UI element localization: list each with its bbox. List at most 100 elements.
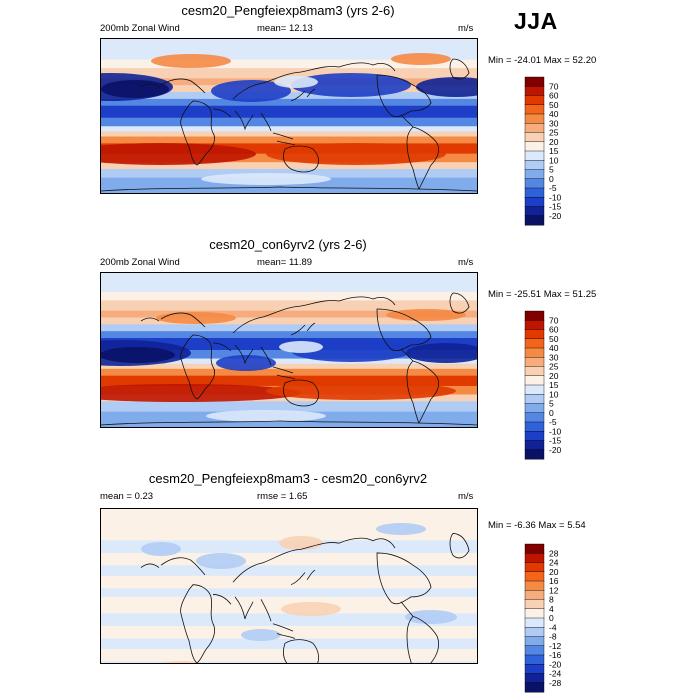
- wind-feature: [391, 53, 451, 65]
- wind-feature: [151, 54, 231, 68]
- wind-band: [101, 565, 477, 577]
- coastline: [213, 594, 253, 618]
- coastline: [233, 538, 395, 582]
- colorbar-swatch: [524, 664, 545, 675]
- panel2-units: m/s: [458, 257, 474, 268]
- wind-band: [101, 401, 477, 413]
- colorbar-swatch: [524, 617, 545, 628]
- wind-band: [101, 310, 477, 318]
- colorbar-label: 15: [549, 146, 559, 156]
- panel2-map-svg: [101, 273, 477, 427]
- coastline: [291, 570, 315, 585]
- colorbar-label: 0: [549, 408, 554, 418]
- colorbar-label: 40: [549, 109, 559, 119]
- panel1-mean-label: mean= 12.13: [257, 23, 313, 34]
- colorbar-label: 16: [549, 576, 559, 586]
- colorbar-swatch: [524, 599, 545, 610]
- colorbar-label: 24: [549, 558, 559, 568]
- colorbar-label: 60: [549, 91, 559, 101]
- wind-feature: [206, 410, 326, 422]
- coastline: [401, 349, 413, 361]
- coastline: [291, 89, 315, 101]
- colorbar-swatch: [524, 206, 545, 217]
- wind-band: [101, 358, 477, 365]
- wind-feature: [279, 536, 323, 550]
- panel3-map: [100, 508, 478, 664]
- colorbar-label: -20: [549, 659, 562, 669]
- wind-feature: [416, 77, 477, 97]
- panel3-colorbar: 28 24 20 16 12 8 4 0 -4 -8 -12 -16 -20 -24 -28: [524, 543, 562, 693]
- panel2-colorbar: 70 60 50 40 30 25 20 15 10 5 0 -5 -10 -15 -20: [524, 310, 562, 460]
- colorbar-swatch: [524, 394, 545, 405]
- colorbar-label: 10: [549, 155, 559, 165]
- colorbar-swatch: [524, 384, 545, 395]
- coastline: [407, 616, 439, 664]
- colorbar-label: -4: [549, 622, 557, 632]
- colorbar-label: -16: [549, 650, 562, 660]
- panel3-mean-label: mean = 0.23: [100, 491, 154, 502]
- coastline: [233, 297, 395, 333]
- colorbar-swatch: [524, 403, 545, 414]
- wind-band: [101, 162, 477, 170]
- colorbar-swatch: [524, 357, 545, 368]
- colorbar-label: -10: [549, 192, 562, 202]
- colorbar-swatch: [524, 320, 545, 331]
- colorbar-swatch: [524, 449, 545, 460]
- colorbar-swatch: [524, 673, 545, 684]
- panel1-title: cesm20_Pengfeiexp8mam3 (yrs 2-6): [181, 3, 395, 18]
- coastline: [101, 187, 477, 191]
- wind-band: [101, 648, 477, 662]
- colorbar-label: 15: [549, 380, 559, 390]
- colorbar-label: -12: [549, 641, 562, 651]
- wind-band: [101, 613, 477, 627]
- wind-feature: [386, 309, 466, 321]
- coastline: [283, 380, 318, 406]
- colorbar-swatch: [524, 95, 545, 106]
- colorbar-label: -28: [549, 678, 562, 688]
- coastline: [101, 421, 477, 425]
- wind-band: [101, 661, 477, 663]
- panel1-variable-label: 200mb Zonal Wind: [100, 23, 180, 34]
- colorbar-label: 20: [549, 371, 559, 381]
- colorbar-swatch: [524, 160, 545, 171]
- wind-band: [101, 638, 477, 650]
- panel1-map-svg: [101, 39, 477, 193]
- colorbar-label: 60: [549, 325, 559, 335]
- coastline: [261, 599, 295, 638]
- wind-feature: [405, 610, 457, 624]
- coastline: [401, 115, 413, 127]
- wind-feature: [211, 80, 291, 102]
- wind-band: [101, 625, 477, 640]
- coastline: [291, 323, 315, 335]
- colorbar-label: -5: [549, 183, 557, 193]
- colorbar-swatch: [524, 580, 545, 591]
- colorbar-swatch: [524, 310, 545, 321]
- panel2-title: cesm20_con6yrv2 (yrs 2-6): [209, 237, 367, 252]
- panel2-mean-label: mean= 11.89: [257, 257, 313, 268]
- coastline: [377, 75, 431, 117]
- wind-band: [101, 136, 477, 144]
- wind-band: [101, 126, 477, 132]
- colorbar-swatch: [524, 169, 545, 180]
- wind-band: [101, 291, 477, 301]
- panel3-rmse-label: rmse = 1.65: [257, 491, 308, 502]
- coastline: [401, 602, 413, 617]
- wind-band: [101, 368, 477, 377]
- colorbar-swatch: [524, 553, 545, 564]
- wind-band: [101, 105, 477, 119]
- colorbar-swatch: [524, 215, 545, 226]
- wind-feature: [201, 173, 331, 185]
- colorbar-swatch: [524, 440, 545, 451]
- colorbar-label: -15: [549, 436, 562, 446]
- wind-band: [101, 273, 477, 293]
- colorbar-label: 30: [549, 352, 559, 362]
- colorbar-label: -20: [549, 211, 562, 221]
- colorbar-swatch: [524, 113, 545, 124]
- colorbar-swatch: [524, 682, 545, 693]
- coastline: [283, 640, 318, 664]
- wind-band: [101, 59, 477, 69]
- wind-feature: [274, 76, 318, 88]
- colorbar-label: 20: [549, 137, 559, 147]
- colorbar-label: 5: [549, 399, 554, 409]
- colorbar-label: -8: [549, 632, 557, 642]
